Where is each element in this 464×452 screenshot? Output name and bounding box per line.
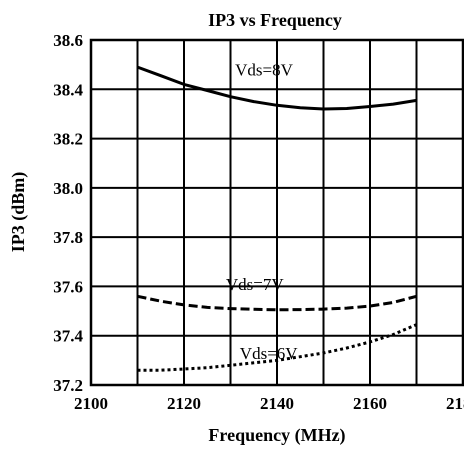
y-tick-label: 38.6 <box>53 31 83 50</box>
series-annotation: Vds=8V <box>235 61 293 80</box>
series-line-vds-6v <box>137 323 418 372</box>
x-tick-label: 2120 <box>167 394 201 413</box>
series-annotation: Vds=7V <box>226 275 284 294</box>
tick-labels: 2100 2120 2140 2160 2180 38.6 38.4 38.2 38.0 37.8… <box>53 31 464 413</box>
series-line-vds-7v <box>137 294 417 312</box>
y-tick-label: 38.2 <box>53 130 83 149</box>
x-tick-label: 2140 <box>260 394 294 413</box>
x-tick-label: 2160 <box>353 394 387 413</box>
y-tick-label: 37.8 <box>53 228 83 247</box>
y-tick-label: 37.2 <box>53 376 83 395</box>
chart-title: IP3 vs Frequency <box>208 10 342 30</box>
series-line-vds-8v <box>136 65 417 111</box>
y-tick-label: 38.4 <box>53 80 83 99</box>
series-annotation: Vds=6V <box>240 344 298 363</box>
series-annotations: Vds=8V Vds=7V Vds=6V <box>226 61 298 363</box>
y-axis-title: IP3 (dBm) <box>8 172 29 253</box>
y-tick-label: 37.4 <box>53 327 83 346</box>
y-tick-label: 37.6 <box>53 277 83 296</box>
x-tick-label: 2180 <box>446 394 464 413</box>
grid <box>91 40 463 385</box>
x-tick-label: 2100 <box>74 394 108 413</box>
series-layer <box>136 65 418 372</box>
x-axis-title: Frequency (MHz) <box>208 425 345 446</box>
plot-frame <box>89 38 464 387</box>
y-tick-label: 38.0 <box>53 179 83 198</box>
